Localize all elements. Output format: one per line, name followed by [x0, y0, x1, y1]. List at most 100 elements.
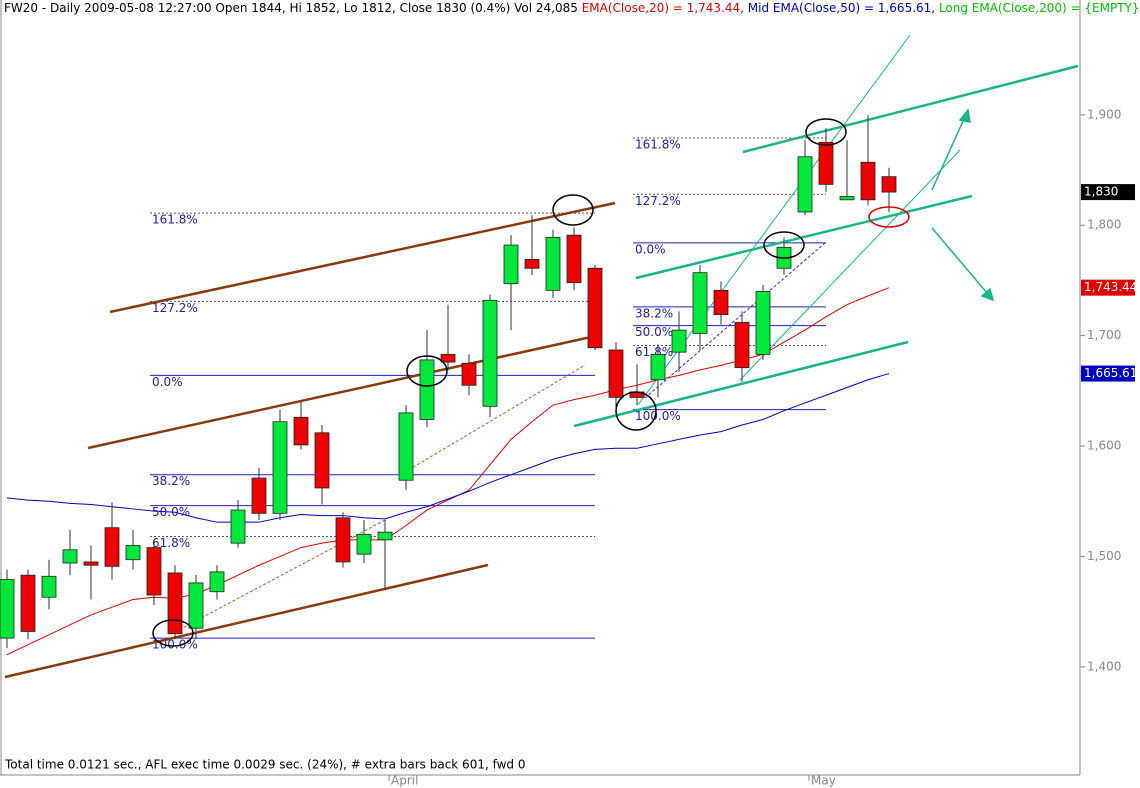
- candle-body: [713, 289, 729, 316]
- candle-body: [188, 582, 204, 629]
- candle-body: [566, 234, 582, 284]
- candle-body: [818, 142, 834, 185]
- y-tick-label: 1,800: [1087, 218, 1121, 232]
- trendline: [644, 242, 826, 399]
- candle-body: [251, 477, 267, 514]
- candle-body: [230, 509, 246, 544]
- y-tick-label: 1,600: [1087, 439, 1121, 453]
- x-tick-label: May: [811, 774, 836, 788]
- candle-body: [797, 156, 813, 213]
- candle-body: [755, 291, 771, 355]
- header-part: Long EMA(Close,200) = {EMPTY},: [939, 1, 1140, 15]
- annotations: [152, 108, 995, 647]
- trendline: [109, 201, 616, 314]
- fib-label: 61.8%: [152, 536, 190, 550]
- candle-body: [146, 547, 162, 596]
- arrow: [931, 227, 994, 301]
- candle-body: [545, 236, 561, 291]
- fib-layer: 161.8% 127.2% 0.0% 38.2% 50.0% 61.8% 100.0% 161…: [150, 137, 826, 652]
- candle-body: [0, 579, 15, 639]
- candle-body: [272, 421, 288, 514]
- candle-body: [440, 353, 456, 363]
- axis-layer: 1,400 1,500 1,600 1,700 1,800 1,900 April May 1,…: [388, 107, 1137, 788]
- candle-body: [209, 571, 225, 593]
- circle: [868, 206, 910, 228]
- candle-body: [62, 549, 78, 564]
- candle-body: [524, 259, 540, 269]
- header-part: FW20 - Daily 2009-05-08 12:27:00 Open 18…: [4, 1, 578, 15]
- candle-body: [650, 353, 666, 381]
- candle-body: [41, 575, 57, 598]
- last-value-box: [1081, 279, 1135, 296]
- circle: [763, 231, 805, 259]
- trendline: [399, 364, 586, 476]
- candle-body: [587, 267, 603, 349]
- circle: [406, 355, 448, 387]
- candle-layer: [0, 114, 897, 649]
- fib-label: 161.8%: [635, 137, 681, 151]
- fib-label: 38.2%: [635, 306, 673, 320]
- fib-label: 0.0%: [635, 242, 666, 256]
- candle-body: [335, 517, 351, 563]
- circle: [152, 619, 194, 647]
- circle: [615, 391, 657, 431]
- candle-body: [839, 196, 855, 201]
- y-tick-label: 1,700: [1087, 328, 1121, 342]
- candle-body: [734, 321, 750, 369]
- trendlines: [4, 34, 1079, 679]
- trendline: [573, 340, 909, 428]
- arrowhead: [980, 287, 995, 302]
- header-part: EMA(Close,20) = 1,743.44,: [582, 1, 744, 15]
- candle-body: [125, 544, 141, 561]
- circle: [552, 194, 594, 226]
- arrowhead: [958, 108, 971, 123]
- x-tick-label: April: [391, 774, 418, 788]
- candle-body: [104, 527, 120, 567]
- fib-label: 38.2%: [152, 474, 190, 488]
- candle-body: [20, 574, 36, 632]
- ema-line: [6, 373, 890, 523]
- trendline: [635, 194, 973, 280]
- candle-body: [608, 349, 624, 398]
- footer: Total time 0.0121 sec., AFL exec time 0.…: [4, 758, 526, 772]
- fib-label: 127.2%: [635, 194, 681, 208]
- candle-body: [83, 561, 99, 566]
- circle: [805, 118, 847, 146]
- trendline: [87, 333, 601, 450]
- header-part: Mid EMA(Close,50) = 1,665.61,: [748, 1, 935, 15]
- candle-body: [377, 531, 393, 541]
- trendline: [739, 149, 961, 381]
- fib-label: 161.8%: [152, 213, 198, 227]
- trendline: [4, 563, 489, 679]
- candle-body: [314, 432, 330, 489]
- fib-label: 100.0%: [635, 409, 681, 423]
- y-tick-label: 1,900: [1087, 107, 1121, 121]
- last-value-label: 1,830: [1084, 185, 1118, 199]
- candle-body: [419, 359, 435, 420]
- candle-body: [356, 533, 372, 555]
- last-value-label: 1,743.44: [1084, 280, 1137, 294]
- fib-label: 50.0%: [635, 325, 673, 339]
- last-value-box: [1081, 365, 1135, 382]
- fib-label: 0.0%: [152, 375, 183, 389]
- candle-body: [293, 416, 309, 446]
- candle-body: [482, 299, 498, 407]
- candle-body: [167, 572, 183, 635]
- trendline: [742, 64, 1079, 154]
- candle-body: [692, 272, 708, 334]
- candle-body: [860, 161, 876, 201]
- arrow: [931, 109, 969, 191]
- y-tick-label: 1,400: [1087, 659, 1121, 673]
- candle-body: [671, 329, 687, 353]
- candle-body: [503, 244, 519, 285]
- fib-label: 127.2%: [152, 301, 198, 315]
- last-value-label: 1,665.61: [1084, 366, 1137, 380]
- candle-body: [881, 176, 897, 193]
- candle-body: [461, 362, 477, 386]
- header: FW20 - Daily 2009-05-08 12:27:00 Open 18…: [4, 1, 1140, 15]
- candle-body: [398, 412, 414, 481]
- y-tick-label: 1,500: [1087, 549, 1121, 563]
- last-value-box: [1081, 184, 1135, 201]
